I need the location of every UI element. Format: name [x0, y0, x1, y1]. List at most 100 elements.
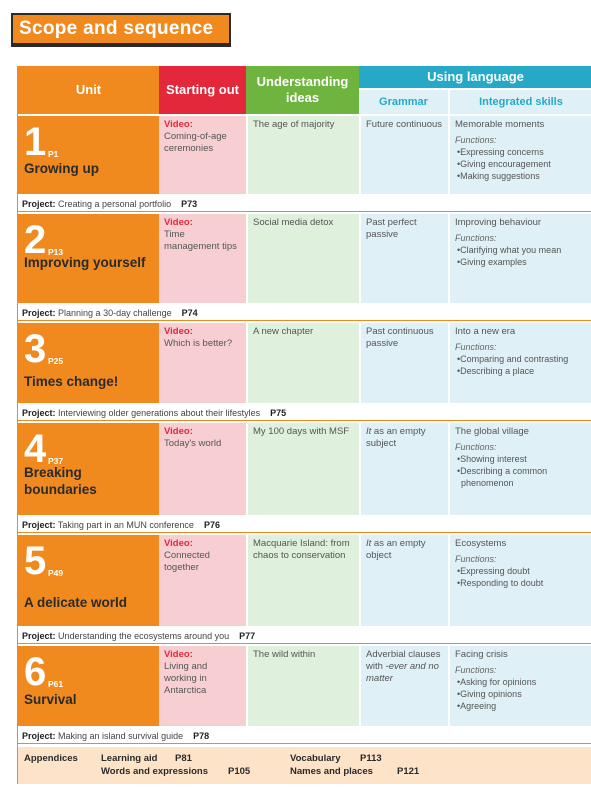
unit-row: 2 P13 Improving yourself Video: Time man…	[18, 212, 591, 305]
project-row: Project: Taking part in an MUN conferenc…	[18, 517, 591, 533]
project-label: Project:	[22, 520, 56, 530]
unit-row: 6 P61 Survival Video: Living and working…	[18, 644, 591, 728]
project-text[interactable]: Planning a 30-day challenge	[58, 308, 172, 318]
skill-title: Facing crisis	[455, 649, 508, 660]
grammar-text: Future continuous	[366, 119, 443, 130]
header-grammar: Grammar	[359, 90, 448, 114]
functions-label: Functions:	[455, 554, 497, 564]
function-item: •Describing a place	[457, 366, 535, 376]
skill-title: Ecosystems	[455, 538, 507, 549]
unit-cell[interactable]: 4 P37 Breaking boundaries	[18, 423, 159, 515]
grammar-cell: Adverbial clauses with -ever and no matt…	[361, 646, 448, 726]
unit-page: P37	[48, 456, 64, 466]
functions-label: Functions:	[455, 342, 497, 352]
starting-out-cell: Video: Connected together	[159, 535, 246, 626]
starting-out-cell: Video: Which is better?	[159, 323, 246, 403]
function-item: •Agreeing	[457, 701, 497, 711]
header-understanding: Understanding ideas	[246, 66, 359, 114]
video-title[interactable]: Living and working in Antarctica	[164, 661, 208, 696]
starting-out-cell: Video: Coming-of-age ceremonies	[159, 116, 246, 194]
appendix-learning-aid-page: P81	[175, 753, 192, 764]
unit-name: Improving yourself	[24, 255, 146, 270]
understanding-text: A new chapter	[253, 326, 314, 337]
skill-title: Into a new era	[455, 326, 516, 337]
project-text[interactable]: Interviewing older generations about the…	[58, 408, 261, 418]
starting-out-cell: Video: Time management tips	[159, 214, 246, 303]
understanding-text: Social media detox	[253, 217, 334, 228]
integrated-skills-cell: Ecosystems Functions: •Expressing doubt •…	[450, 535, 591, 626]
understanding-text: The wild within	[253, 649, 316, 660]
appendix-vocabulary[interactable]: Vocabulary	[290, 753, 341, 764]
video-title[interactable]: Time management tips	[164, 229, 237, 252]
function-item: •Comparing and contrasting	[457, 354, 569, 364]
project-page: P74	[181, 308, 198, 318]
function-item: •Giving opinions	[457, 689, 522, 699]
starting-out-cell: Video: Today's world	[159, 423, 246, 515]
unit-row: 3 P25 Times change! Video: Which is bett…	[18, 321, 591, 405]
project-text[interactable]: Creating a personal portfolio	[58, 199, 172, 209]
project-row: Project: Understanding the ecosystems ar…	[18, 628, 591, 644]
function-item: •Giving examples	[457, 257, 527, 267]
unit-cell[interactable]: 2 P13 Improving yourself	[18, 214, 159, 303]
unit-name: Growing up	[24, 161, 99, 176]
project-text[interactable]: Understanding the ecosystems around you	[58, 631, 230, 641]
appendix-vocabulary-page: P113	[360, 753, 382, 764]
grammar-text: Adverbial clauses with	[366, 649, 441, 672]
function-item: •Showing interest	[457, 454, 527, 464]
unit-page: P49	[48, 568, 64, 578]
grammar-cell: Past perfect passive	[361, 214, 448, 303]
unit-page: P13	[48, 247, 64, 257]
unit-page: P61	[48, 679, 64, 689]
project-page: P78	[193, 731, 210, 741]
project-text[interactable]: Making an island survival guide	[58, 731, 184, 741]
unit-name: Times change!	[24, 374, 119, 389]
integrated-skills-cell: The global village Functions: •Showing i…	[450, 423, 591, 515]
project-row: Project: Creating a personal portfolio P7…	[18, 196, 591, 212]
unit-cell[interactable]: 1 P1 Growing up	[18, 116, 159, 194]
header-using-language-group: Using language Grammar Integrated skills	[359, 66, 591, 114]
video-title[interactable]: Today's world	[164, 438, 222, 449]
video-title[interactable]: Connected together	[164, 550, 210, 573]
appendix-names-page: P121	[397, 766, 420, 777]
table-header: Unit Starting out Understanding ideas Us…	[18, 66, 591, 114]
unit-number: 2	[24, 218, 47, 262]
video-title[interactable]: Coming-of-age ceremonies	[164, 131, 227, 154]
project-label: Project:	[22, 631, 56, 641]
grammar-text: Past continuous passive	[366, 326, 434, 349]
header-integrated-skills: Integrated skills	[450, 90, 591, 114]
unit-page: P25	[48, 356, 64, 366]
unit-cell[interactable]: 5 P49 A delicate world	[18, 535, 159, 626]
skill-title: The global village	[455, 426, 529, 437]
page-title: Scope and sequence	[13, 15, 229, 43]
function-item: •Giving encouragement	[457, 159, 551, 169]
grammar-cell: Future continuous	[361, 116, 448, 194]
grammar-italic: -ever and no matter	[366, 661, 439, 684]
appendix-words-page: P105	[228, 766, 251, 777]
functions-label: Functions:	[455, 135, 497, 145]
video-label: Video:	[164, 326, 193, 337]
unit-cell[interactable]: 3 P25 Times change!	[18, 323, 159, 403]
grammar-cell: Past continuous passive	[361, 323, 448, 403]
appendix-words[interactable]: Words and expressions	[101, 766, 208, 777]
project-page: P75	[270, 408, 287, 418]
appendix-learning-aid[interactable]: Learning aid	[101, 753, 158, 764]
function-item: •Expressing concerns	[457, 147, 544, 157]
project-row: Project: Making an island survival guide…	[18, 728, 591, 744]
project-label: Project:	[22, 308, 56, 318]
video-label: Video:	[164, 217, 193, 228]
video-title[interactable]: Which is better?	[164, 338, 233, 349]
header-starting-out: Starting out	[159, 66, 246, 114]
understanding-cell: A new chapter	[248, 323, 359, 403]
appendix-names[interactable]: Names and places	[290, 766, 373, 777]
functions-label: Functions:	[455, 665, 497, 675]
project-row: Project: Planning a 30-day challenge P74	[18, 305, 591, 321]
understanding-text: Macquarie Island: from chaos to conserva…	[253, 538, 350, 561]
appendices: Appendices Learning aid P81 Words and ex…	[18, 747, 591, 784]
understanding-text: The age of majority	[253, 119, 335, 130]
grammar-text: as an empty object	[366, 538, 426, 561]
functions-label: Functions:	[455, 233, 497, 243]
unit-number: 4	[24, 427, 47, 471]
unit-number: 3	[24, 327, 47, 371]
project-text[interactable]: Taking part in an MUN conference	[57, 520, 194, 530]
unit-cell[interactable]: 6 P61 Survival	[18, 646, 159, 726]
